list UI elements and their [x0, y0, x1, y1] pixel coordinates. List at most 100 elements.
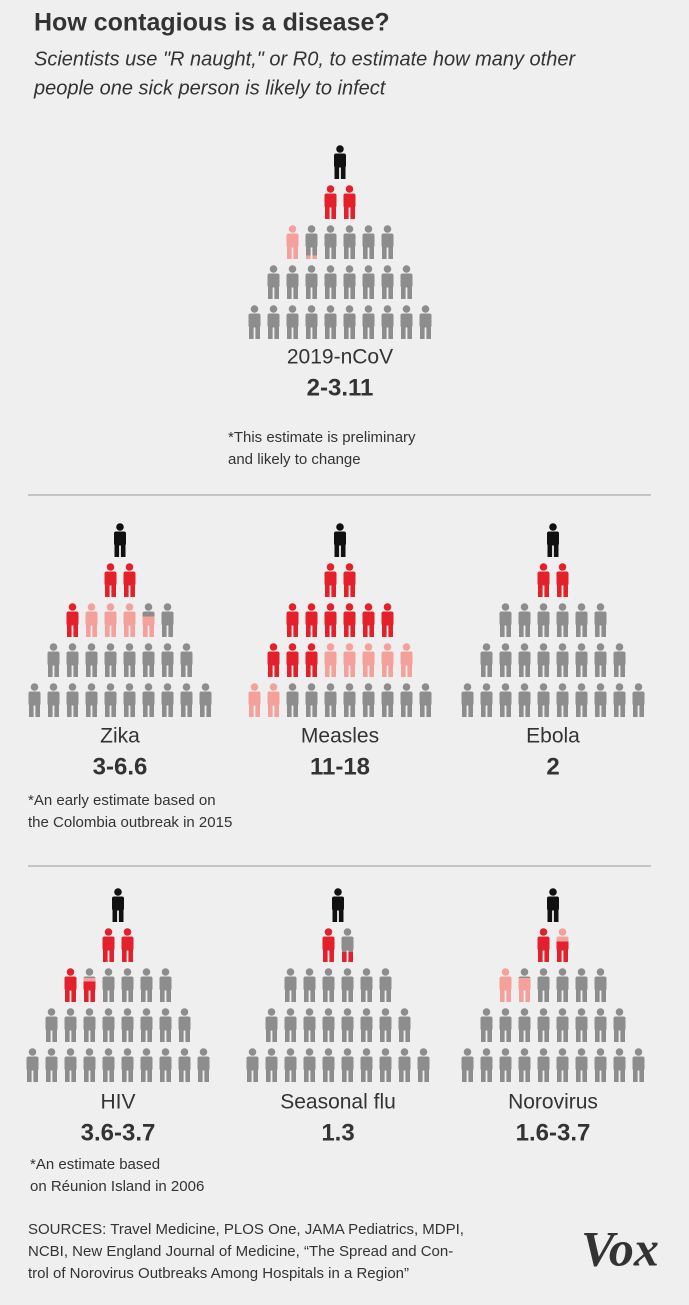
person-icon — [305, 305, 318, 339]
person-icon — [381, 305, 394, 339]
r0-value: 11-18 — [310, 753, 370, 780]
person-icon — [322, 1008, 335, 1042]
infected-icon — [324, 643, 337, 677]
person-icon — [381, 265, 394, 299]
disease-name: Zika — [100, 725, 140, 748]
infected-icon — [322, 928, 335, 962]
infected-icon — [286, 225, 299, 259]
person-icon — [121, 1048, 134, 1082]
person-icon — [556, 643, 569, 677]
infected-icon — [104, 603, 117, 637]
person-icon — [341, 1008, 354, 1042]
person-icon — [480, 1008, 493, 1042]
person-icon — [343, 225, 356, 259]
person-icon — [632, 1048, 645, 1082]
r0-value: 2 — [546, 753, 559, 780]
person-icon — [121, 968, 134, 1002]
person-icon — [537, 968, 550, 1002]
person-icon — [322, 1048, 335, 1082]
person-icon — [362, 225, 375, 259]
infected-icon — [123, 603, 136, 637]
logo: Vox — [581, 1220, 659, 1276]
sources: trol of Norovirus Outbreaks Among Hospit… — [28, 1265, 409, 1282]
person-icon — [248, 305, 261, 339]
person-icon — [381, 225, 394, 259]
person-icon — [499, 643, 512, 677]
person-icon — [284, 1008, 297, 1042]
infected-icon — [121, 928, 134, 962]
person-icon — [362, 265, 375, 299]
person-icon — [594, 1008, 607, 1042]
person-icon — [379, 968, 392, 1002]
infected-icon — [123, 563, 136, 597]
infector-icon — [332, 888, 344, 922]
person-icon — [303, 1048, 316, 1082]
infected-icon — [104, 563, 117, 597]
person-icon — [47, 643, 60, 677]
person-icon — [123, 683, 136, 717]
person-icon — [140, 1048, 153, 1082]
person-icon — [362, 305, 375, 339]
infected-icon — [381, 643, 394, 677]
person-icon — [556, 683, 569, 717]
person-icon — [341, 968, 354, 1002]
person-icon — [480, 643, 493, 677]
infector-icon — [334, 145, 346, 179]
infector-icon — [114, 523, 126, 557]
person-icon — [417, 1048, 430, 1082]
person-icon — [102, 1008, 115, 1042]
person-icon — [140, 1008, 153, 1042]
person-icon — [303, 1008, 316, 1042]
person-icon — [324, 683, 337, 717]
person-icon — [123, 643, 136, 677]
infected-icon — [286, 603, 299, 637]
infected-icon — [362, 643, 375, 677]
person-icon — [556, 1008, 569, 1042]
infected-icon — [537, 563, 550, 597]
disease-name: Norovirus — [508, 1091, 598, 1114]
r0-value: 1.3 — [321, 1119, 354, 1146]
person-icon — [518, 643, 531, 677]
person-icon — [161, 643, 174, 677]
infected-icon — [324, 603, 337, 637]
person-icon — [400, 265, 413, 299]
sources: NCBI, New England Journal of Medicine, “… — [28, 1243, 453, 1260]
person-icon — [284, 1048, 297, 1082]
person-icon — [85, 643, 98, 677]
disease-name: Measles — [301, 725, 379, 748]
subtitle: people one sick person is likely to infe… — [33, 77, 387, 99]
person-icon — [267, 305, 280, 339]
person-icon — [286, 683, 299, 717]
r0-value: 3.6-3.7 — [81, 1119, 156, 1146]
person-icon — [85, 683, 98, 717]
person-icon — [343, 265, 356, 299]
sources: SOURCES: Travel Medicine, PLOS One, JAMA… — [28, 1221, 464, 1238]
person-icon — [556, 1048, 569, 1082]
person-icon — [594, 683, 607, 717]
partial-icon — [518, 968, 531, 1002]
infected-icon — [286, 643, 299, 677]
person-icon — [102, 1048, 115, 1082]
person-icon — [305, 683, 318, 717]
person-icon — [419, 683, 432, 717]
infector-icon — [547, 523, 559, 557]
person-icon — [575, 643, 588, 677]
infector-icon — [547, 888, 559, 922]
person-icon — [400, 683, 413, 717]
infected-icon — [305, 603, 318, 637]
person-icon — [537, 1008, 550, 1042]
person-icon — [286, 265, 299, 299]
person-icon — [499, 683, 512, 717]
person-icon — [199, 683, 212, 717]
person-icon — [45, 1008, 58, 1042]
person-icon — [594, 968, 607, 1002]
infected-icon — [343, 185, 356, 219]
person-icon — [178, 1048, 191, 1082]
person-icon — [379, 1008, 392, 1042]
person-icon — [594, 1048, 607, 1082]
person-icon — [322, 968, 335, 1002]
person-icon — [83, 1008, 96, 1042]
person-icon — [102, 968, 115, 1002]
person-icon — [360, 1008, 373, 1042]
